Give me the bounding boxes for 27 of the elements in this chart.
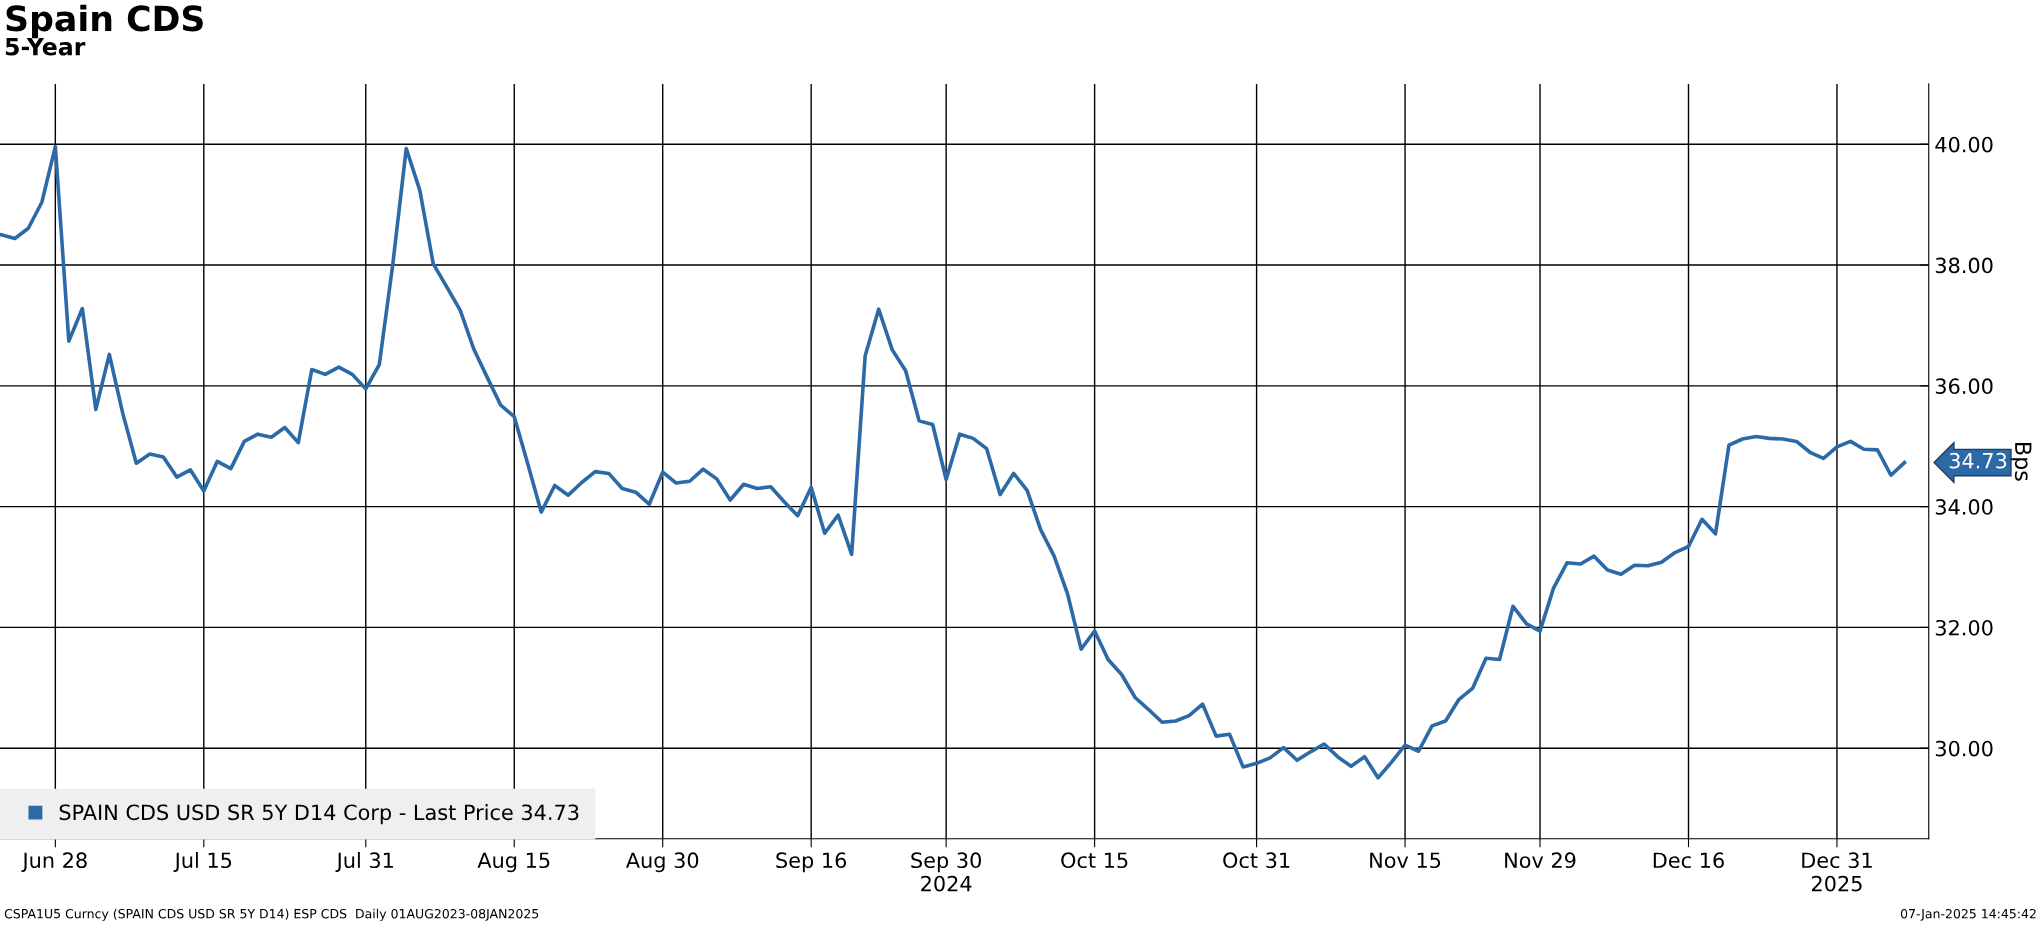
line-series <box>0 144 1907 780</box>
x-tick-label: Oct 31 <box>1223 852 1290 869</box>
x-tick-label: Dec 16 <box>1653 852 1724 869</box>
legend-label: SPAIN CDS USD SR 5Y D14 Corp - Last Price 34.73 <box>59 804 579 825</box>
x-tick-label: Jul 15 <box>173 851 232 872</box>
text: CSPA1U5 Curncy (SPAIN CDS USD SR 5Y D14) ESP CDS Daily 01AUG2023-08JAN2025 <box>4 908 539 921</box>
y-tick-label: 34.00 <box>1935 499 1993 515</box>
text: 07-Jan-2025 14:45:42 <box>1900 908 2036 921</box>
x-tick-label: Aug 15 <box>477 852 550 873</box>
x-tick-label: Aug 30 <box>625 852 699 873</box>
x-tick-label: Sep 16 <box>776 852 847 873</box>
y-tick-label: 36.00 <box>1935 378 1993 395</box>
y-tick-label: 32.00 <box>1935 619 1993 636</box>
x-tick-label: Dec 31 2025 <box>1802 852 1872 892</box>
text: 34.73 <box>1949 452 2007 469</box>
x-tick-label: Nov 15 <box>1370 852 1441 869</box>
y-tick-label: 30.00 <box>1935 740 1993 757</box>
chart-title: Spain CDS <box>6 4 203 39</box>
x-tick-label: Sep 30 2024 <box>911 852 981 892</box>
x-tick-label: Jul 31 <box>335 851 393 872</box>
y-tick-label: 40.00 <box>1935 136 1993 153</box>
y-tick-label: 38.00 <box>1935 257 1993 274</box>
x-tick-label: Jun 28 <box>21 852 87 872</box>
chart-subtitle: 5-Year <box>5 38 86 56</box>
x-tick-label: Nov 29 <box>1505 852 1576 869</box>
x-tick-label: Oct 15 <box>1061 852 1128 869</box>
y-axis-title: Bps <box>2010 443 2032 481</box>
